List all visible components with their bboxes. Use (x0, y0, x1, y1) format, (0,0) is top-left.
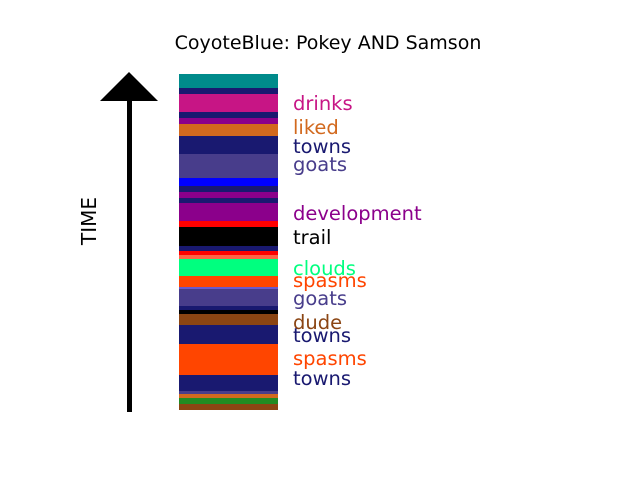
timeline-segment (179, 314, 278, 321)
timeline-segment (179, 186, 278, 192)
timeline-segment (179, 221, 278, 227)
timeline-segment (179, 321, 278, 325)
timeline-segment (179, 255, 278, 259)
timeline-segment (179, 375, 278, 387)
timeline-segment (179, 118, 278, 124)
segment-label: towns (293, 324, 351, 347)
timeline-segment (179, 112, 278, 118)
timeline-segment (179, 336, 278, 344)
timeline-segment (179, 94, 278, 112)
timeline-segment (179, 124, 278, 136)
timeline-segment (179, 246, 278, 251)
timeline-segment (179, 306, 278, 310)
timeline-segment (179, 198, 278, 203)
timeline-segment (179, 154, 278, 178)
timeline-segment (179, 391, 278, 394)
timeline-segment (179, 203, 278, 221)
segment-label: goats (293, 153, 347, 176)
timeline-segment (179, 178, 278, 186)
timeline-segment (179, 227, 278, 246)
time-arrow-head (100, 72, 158, 101)
timeline-segment (179, 344, 278, 375)
segment-label: towns (293, 135, 351, 158)
segment-label: spasms (293, 269, 367, 292)
timeline-segment (179, 74, 278, 88)
timeline-segment (179, 251, 278, 255)
timeline-segment (179, 398, 278, 404)
timeline-segment (179, 404, 278, 410)
segment-label: spasms (293, 347, 367, 370)
timeline-segment (179, 276, 278, 287)
time-arrow (100, 72, 158, 412)
segment-label: trail (293, 226, 331, 249)
timeline-segment (179, 387, 278, 391)
timeline-segment (179, 289, 278, 306)
segment-label: dude (293, 311, 342, 334)
segment-label: drinks (293, 92, 353, 115)
timeline-segment (179, 287, 278, 289)
segment-label: goats (293, 287, 347, 310)
timeline-segment (179, 88, 278, 94)
timeline-segment (179, 136, 278, 154)
timeline-segments (179, 74, 278, 410)
segment-labels: drinkslikedtownsgoatsdevelopmenttrailclo… (293, 92, 422, 390)
segment-label: towns (293, 367, 351, 390)
chart-title: CoyoteBlue: Pokey AND Samson (175, 32, 482, 54)
segment-label: development (293, 202, 422, 225)
segment-label: liked (293, 116, 339, 139)
timeline-segment (179, 325, 278, 336)
timeline-segment (179, 259, 278, 276)
timeline-segment (179, 394, 278, 398)
y-axis-label: TIME (77, 197, 101, 246)
timeline-segment (179, 310, 278, 314)
segment-label: clouds (293, 257, 356, 280)
timeline-segment (179, 192, 278, 198)
